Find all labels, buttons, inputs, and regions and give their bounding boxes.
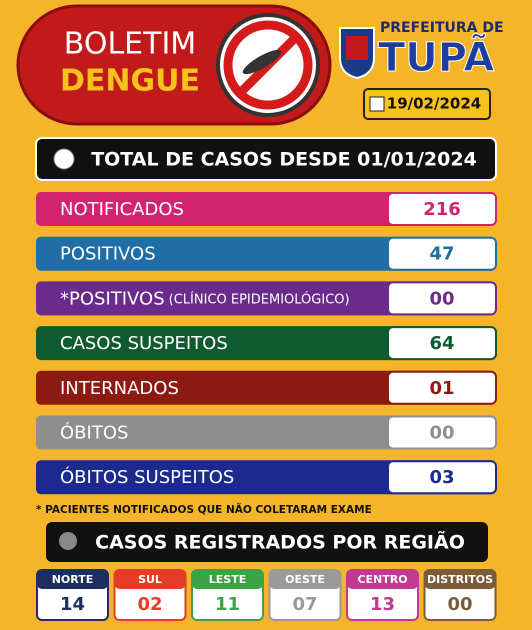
row-value: 216 <box>423 199 461 220</box>
calendar-icon <box>369 96 385 112</box>
footnote: * PACIENTES NOTIFICADOS QUE NÃO COLETARA… <box>36 503 372 516</box>
row-label-text: ÓBITOS SUSPEITOS <box>60 466 234 488</box>
crest <box>339 27 375 80</box>
region-header <box>424 570 496 589</box>
row-label-text: ÓBITOS <box>60 422 128 444</box>
region-heading <box>46 522 488 562</box>
region-header <box>269 570 341 589</box>
region-value: 07 <box>292 594 317 615</box>
org-line2: TUPÃ <box>378 32 494 81</box>
region-value: 00 <box>447 594 472 615</box>
row-bar <box>36 460 496 495</box>
row-label: INTERNADOS <box>60 378 179 399</box>
region-header <box>347 570 418 589</box>
region-name: NORTE <box>52 573 94 586</box>
row-label: *POSITIVOS (CLÍNICO EPIDEMIOLÓGICO) <box>60 288 350 309</box>
row-value: 47 <box>429 244 454 265</box>
row-label: POSITIVOS <box>60 244 156 265</box>
org-line1: PREFEITURA DE <box>380 20 504 36</box>
row-label: CASOS SUSPEITOS <box>60 333 228 354</box>
row-label-note: (CLÍNICO EPIDEMIOLÓGICO) <box>169 291 350 307</box>
region-name: DISTRITOS <box>427 573 493 586</box>
total-heading <box>35 137 497 181</box>
clock-icon <box>53 148 75 170</box>
value-box <box>387 236 497 271</box>
no-mosquito-icon <box>216 13 320 117</box>
row-label: NOTIFICADOS <box>60 199 184 220</box>
region-value: 13 <box>370 594 395 615</box>
row-bar <box>36 192 496 226</box>
row-bar <box>36 370 496 405</box>
region-header <box>114 570 186 589</box>
value-box <box>387 370 497 405</box>
title-line1: BOLETIM <box>64 27 196 62</box>
row-label-text: INTERNADOS <box>60 378 179 399</box>
row-label-text: NOTIFICADOS <box>60 199 184 220</box>
value-box <box>387 192 497 226</box>
row-label-text: CASOS SUSPEITOS <box>60 333 228 354</box>
region-title: CASOS REGISTRADOS POR REGIÃO <box>95 530 465 554</box>
region-value: 11 <box>215 594 240 615</box>
value-box <box>387 326 497 361</box>
row-value: 01 <box>429 378 454 399</box>
row-label-text: *POSITIVOS <box>60 288 165 309</box>
region-name: LESTE <box>209 573 246 586</box>
row-value: 64 <box>429 333 454 354</box>
pin-icon <box>59 532 77 550</box>
row-label: ÓBITOS <box>60 422 128 444</box>
region-header <box>192 570 263 589</box>
value-box <box>387 415 497 450</box>
row-value: 03 <box>429 467 454 488</box>
value-box <box>387 281 497 316</box>
region-name: SUL <box>138 573 162 586</box>
total-title: TOTAL DE CASOS DESDE 01/01/2024 <box>91 149 477 171</box>
row-value: 00 <box>429 288 454 309</box>
row-bar <box>36 281 496 316</box>
date-box <box>363 88 491 120</box>
row-bar <box>36 326 496 361</box>
region-value: 02 <box>137 594 162 615</box>
value-box <box>387 460 497 495</box>
region-name: OESTE <box>285 573 325 586</box>
row-bar <box>36 236 496 271</box>
row-bar <box>36 415 496 450</box>
title-line2: DENGUE <box>60 64 200 99</box>
region-name: CENTRO <box>357 573 407 586</box>
region-header <box>37 570 108 589</box>
row-value: 00 <box>429 423 454 444</box>
row-label-text: POSITIVOS <box>60 244 156 265</box>
region-value: 14 <box>60 594 85 615</box>
date: 19/02/2024 <box>387 95 481 113</box>
row-label: ÓBITOS SUSPEITOS <box>60 466 234 488</box>
